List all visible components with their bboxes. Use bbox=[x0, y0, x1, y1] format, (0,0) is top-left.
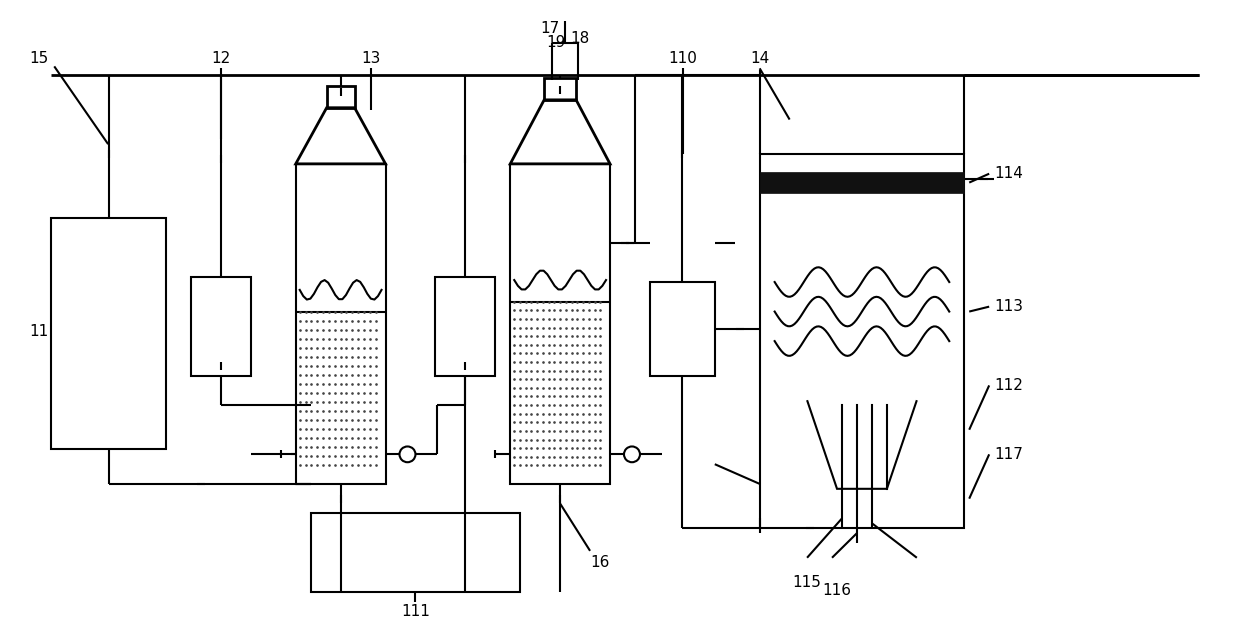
Bar bbox=[326, 86, 355, 107]
Text: 13: 13 bbox=[361, 51, 381, 66]
Bar bbox=[650, 282, 714, 376]
Bar bbox=[191, 277, 250, 376]
Text: 116: 116 bbox=[822, 582, 852, 598]
Bar bbox=[760, 172, 965, 193]
Bar bbox=[435, 277, 495, 376]
Text: 112: 112 bbox=[994, 378, 1023, 393]
Text: 16: 16 bbox=[590, 555, 610, 570]
Text: 11: 11 bbox=[30, 324, 48, 339]
Bar bbox=[544, 78, 577, 100]
Bar bbox=[760, 154, 965, 528]
Bar bbox=[295, 164, 386, 484]
Bar bbox=[510, 164, 610, 484]
Text: 12: 12 bbox=[211, 51, 231, 66]
Text: 18: 18 bbox=[570, 31, 590, 47]
Text: 19: 19 bbox=[547, 35, 565, 50]
Text: 14: 14 bbox=[750, 51, 769, 66]
Text: 115: 115 bbox=[792, 575, 822, 590]
Bar bbox=[311, 514, 521, 592]
Text: 110: 110 bbox=[668, 51, 697, 66]
Text: 111: 111 bbox=[401, 604, 430, 619]
Text: 15: 15 bbox=[30, 51, 48, 66]
Text: 117: 117 bbox=[994, 447, 1023, 462]
Text: 113: 113 bbox=[994, 299, 1024, 314]
Bar bbox=[51, 218, 166, 450]
Text: 114: 114 bbox=[994, 166, 1023, 181]
Text: 17: 17 bbox=[541, 22, 559, 37]
